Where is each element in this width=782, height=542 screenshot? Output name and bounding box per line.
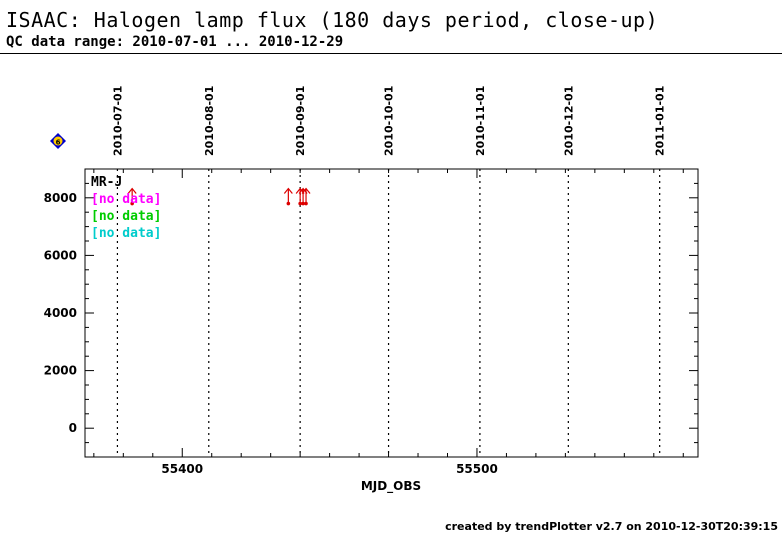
date-label: 2010-11-01 [474,86,487,156]
data-points [127,187,311,206]
x-tick-label: 55400 [161,462,203,476]
y-tick-label: 4000 [44,306,77,320]
plot-frame [84,168,699,458]
x-axis: 55400 55500 [93,169,684,476]
legend: MR-J [no data] [no data] [no data] [91,175,161,241]
point-arrow-head [301,187,311,194]
date-label: 2010-08-01 [203,86,216,156]
data-point [283,187,293,206]
page-title: ISAAC: Halogen lamp flux (180 days perio… [6,8,659,32]
date-label: 2010-09-01 [294,86,307,156]
page-subtitle: QC data range: 2010-07-01 ... 2010-12-29 [6,34,344,50]
y-axis: 0 2000 4000 6000 8000 [44,168,698,458]
legend-entry: [no data] [91,209,161,224]
legend-entry: [no data] [91,226,161,241]
date-lines [116,169,661,457]
y-tick-label: 8000 [44,191,77,205]
y-tick-label: 0 [69,421,77,435]
data-point [127,187,137,206]
point-arrow-head [127,187,137,194]
date-label: 2010-12-01 [562,86,575,156]
legend-entry: [no data] [91,192,161,207]
data-point [301,187,311,206]
info-badge-icon[interactable]: 6 [50,133,66,149]
header-divider [0,53,782,54]
y-tick-label: 6000 [44,248,77,262]
legend-entry: MR-J [91,175,122,190]
date-label: 2010-10-01 [383,86,396,156]
chart: 6 2010-07-01 2010-08-01 2010-09-01 2010-10-… [44,86,699,494]
date-label: 2011-01-01 [654,86,667,156]
y-tick-label: 2000 [44,364,77,378]
point-arrow-head [283,187,293,194]
credit-line: created by trendPlotter v2.7 on 2010-12-… [445,520,778,533]
x-tick-label: 55500 [456,462,498,476]
date-labels: 2010-07-01 2010-08-01 2010-09-01 2010-10-01… [111,86,666,156]
badge-label: 6 [56,139,61,147]
x-axis-label: MJD_OBS [361,479,421,494]
date-label: 2010-07-01 [111,86,124,156]
